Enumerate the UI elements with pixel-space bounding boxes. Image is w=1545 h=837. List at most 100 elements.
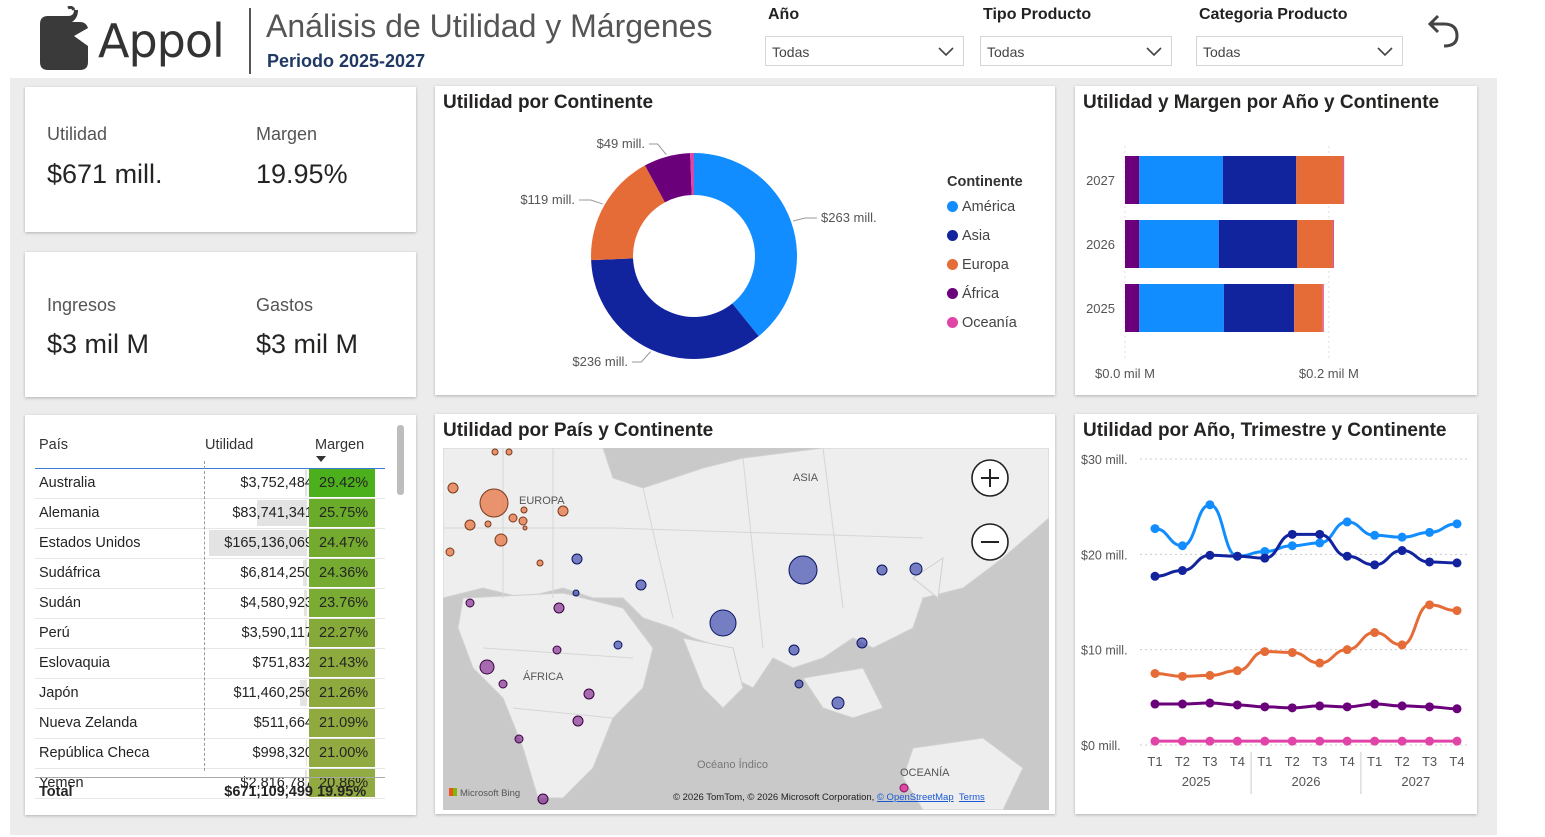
- line-point-áfrica[interactable]: [1315, 701, 1325, 711]
- line-point-europa[interactable]: [1342, 645, 1352, 655]
- line-point-oceanía[interactable]: [1397, 736, 1407, 746]
- world-map[interactable]: EUROPA ASIA ÁFRICA OCEANÍA Océano Índico: [443, 448, 1049, 810]
- line-point-europa[interactable]: [1287, 648, 1297, 658]
- header-country[interactable]: País: [39, 437, 69, 453]
- donut-slice-europa[interactable]: [591, 165, 665, 261]
- line-point-asia[interactable]: [1205, 550, 1215, 560]
- line-point-asia[interactable]: [1425, 557, 1435, 567]
- line-point-europa[interactable]: [1150, 669, 1160, 678]
- line-point-áfrica[interactable]: [1370, 699, 1380, 709]
- line-point-asia[interactable]: [1342, 551, 1352, 561]
- slicer-product-type-dropdown[interactable]: Todas: [980, 36, 1172, 66]
- table-row[interactable]: República Checa $998,320 21.00%: [35, 739, 385, 769]
- table-row[interactable]: Sudán $4,580,923 23.76%: [35, 589, 385, 619]
- donut-slice-áfrica[interactable]: [644, 153, 692, 203]
- zoom-in-button[interactable]: [970, 458, 1010, 498]
- line-point-oceanía[interactable]: [1287, 736, 1297, 746]
- table-row[interactable]: Estados Unidos $165,136,069 24.47%: [35, 529, 385, 559]
- legend-item-europa[interactable]: Europa: [947, 257, 1009, 273]
- line-point-américa[interactable]: [1287, 541, 1297, 551]
- hbar-segment-oceanía[interactable]: [1332, 220, 1334, 268]
- line-point-oceanía[interactable]: [1452, 736, 1462, 746]
- line-point-áfrica[interactable]: [1397, 701, 1407, 711]
- line-point-américa[interactable]: [1397, 532, 1407, 542]
- line-point-europa[interactable]: [1370, 628, 1380, 638]
- hbar-segment-europa[interactable]: [1294, 284, 1323, 332]
- table-row[interactable]: Nueva Zelanda $511,664 21.09%: [35, 709, 385, 739]
- line-point-oceanía[interactable]: [1150, 736, 1160, 746]
- line-point-áfrica[interactable]: [1205, 698, 1215, 708]
- line-point-américa[interactable]: [1342, 517, 1352, 527]
- line-series-europa[interactable]: [1154, 603, 1458, 678]
- line-point-áfrica[interactable]: [1452, 704, 1462, 714]
- hbar-segment-europa[interactable]: [1296, 156, 1344, 204]
- line-point-asia[interactable]: [1370, 560, 1380, 570]
- line-point-áfrica[interactable]: [1425, 702, 1435, 712]
- zoom-out-button[interactable]: [970, 522, 1010, 562]
- line-point-europa[interactable]: [1425, 600, 1435, 610]
- donut-slice-américa[interactable]: [694, 153, 797, 337]
- terms-link[interactable]: Terms: [958, 792, 985, 803]
- line-point-áfrica[interactable]: [1260, 702, 1270, 712]
- line-point-asia[interactable]: [1397, 546, 1407, 556]
- line-series-américa[interactable]: [1154, 503, 1458, 558]
- line-point-asia[interactable]: [1452, 558, 1462, 568]
- header-profit[interactable]: Utilidad: [205, 437, 254, 453]
- line-series-asia[interactable]: [1154, 532, 1458, 578]
- table-row[interactable]: Alemania $83,741,341 25.75%: [35, 499, 385, 529]
- table-row[interactable]: Eslovaquia $751,832 21.43%: [35, 649, 385, 679]
- line-point-áfrica[interactable]: [1232, 700, 1242, 710]
- line-point-asia[interactable]: [1315, 529, 1325, 539]
- table-scrollbar[interactable]: [397, 425, 404, 495]
- header-margin[interactable]: Margen: [315, 437, 365, 453]
- slicer-category-dropdown[interactable]: Todas: [1196, 36, 1403, 66]
- legend-item-áfrica[interactable]: África: [947, 286, 999, 302]
- hbar-segment-oceanía[interactable]: [1322, 284, 1324, 332]
- line-series-áfrica[interactable]: [1155, 701, 1458, 711]
- hbar-segment-europa[interactable]: [1297, 220, 1333, 268]
- line-point-asia[interactable]: [1150, 571, 1160, 581]
- donut-slice-asia[interactable]: [591, 258, 759, 360]
- line-point-américa[interactable]: [1177, 541, 1187, 551]
- line-point-oceanía[interactable]: [1205, 736, 1215, 746]
- hbar-segment-áfrica[interactable]: [1125, 220, 1140, 268]
- legend-item-oceanía[interactable]: Oceanía: [947, 315, 1017, 331]
- line-point-américa[interactable]: [1315, 538, 1325, 548]
- map-bubble-oceania[interactable]: [899, 783, 909, 793]
- map-bubbles-europe[interactable]: [445, 448, 569, 567]
- line-point-américa[interactable]: [1370, 530, 1380, 540]
- hbar-segment-áfrica[interactable]: [1125, 156, 1140, 204]
- line-point-oceanía[interactable]: [1177, 736, 1187, 746]
- line-point-américa[interactable]: [1150, 524, 1160, 534]
- line-point-europa[interactable]: [1177, 671, 1187, 681]
- line-point-asia[interactable]: [1260, 553, 1270, 563]
- line-point-oceanía[interactable]: [1315, 736, 1325, 746]
- line-point-áfrica[interactable]: [1150, 699, 1160, 709]
- table-row[interactable]: Yemen $2,816,787 20.86%: [35, 769, 385, 799]
- table-row[interactable]: Sudáfrica $6,814,250 24.36%: [35, 559, 385, 589]
- legend-item-américa[interactable]: América: [947, 199, 1015, 215]
- line-point-europa[interactable]: [1452, 606, 1462, 616]
- line-point-europa[interactable]: [1397, 640, 1407, 650]
- line-point-oceanía[interactable]: [1232, 736, 1242, 746]
- map-bubbles-africa[interactable]: [465, 598, 595, 805]
- sort-desc-icon[interactable]: [315, 455, 327, 463]
- back-arrow-icon[interactable]: [1424, 12, 1464, 52]
- line-point-europa[interactable]: [1260, 647, 1270, 657]
- donut-slice-oceanía[interactable]: [690, 153, 694, 196]
- table-row[interactable]: Japón $11,460,256 21.26%: [35, 679, 385, 709]
- line-point-europa[interactable]: [1232, 666, 1242, 676]
- hbar-segment-oceanía[interactable]: [1343, 156, 1345, 204]
- table-row[interactable]: Australia $3,752,484 29.42%: [35, 469, 385, 499]
- hbar-segment-áfrica[interactable]: [1125, 284, 1140, 332]
- legend-item-asia[interactable]: Asia: [947, 228, 990, 244]
- hbar-segment-américa[interactable]: [1139, 220, 1219, 268]
- line-point-oceanía[interactable]: [1260, 736, 1270, 746]
- hbar-segment-asia[interactable]: [1223, 284, 1295, 332]
- map-bubbles-asia[interactable]: [571, 553, 923, 710]
- line-point-américa[interactable]: [1205, 500, 1215, 510]
- line-point-oceanía[interactable]: [1425, 736, 1435, 746]
- line-point-europa[interactable]: [1315, 658, 1325, 668]
- line-point-asia[interactable]: [1287, 529, 1297, 539]
- line-point-américa[interactable]: [1260, 546, 1270, 556]
